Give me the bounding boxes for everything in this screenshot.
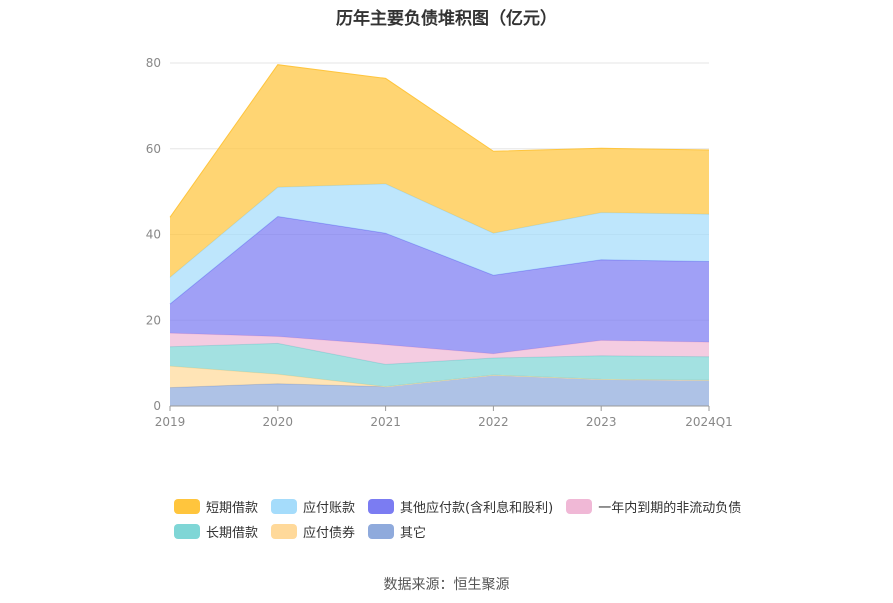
legend-row: 短期借款 应付账款 其他应付款(含利息和股利) 一年内到期的非流动负债	[174, 494, 774, 519]
x-tick-label: 2024Q1	[685, 415, 733, 429]
legend-item[interactable]: 一年内到期的非流动负债	[566, 497, 741, 516]
legend-item[interactable]: 其他应付款(含利息和股利)	[368, 497, 553, 516]
x-tick-label: 2019	[155, 415, 186, 429]
x-tick-label: 2020	[263, 415, 294, 429]
legend-swatch	[368, 499, 395, 514]
legend-item[interactable]: 短期借款	[174, 497, 258, 516]
legend-swatch	[174, 524, 200, 539]
axes: 0 20 40 60 80 2019 2020 2021 2022 2023 2024Q1	[146, 56, 733, 429]
area-series	[169, 64, 710, 406]
legend-label: 一年内到期的非流动负债	[598, 501, 742, 516]
area-edge-长期借款	[169, 342, 710, 365]
legend-label: 应付账款	[303, 501, 356, 516]
area-应付账款	[170, 183, 709, 304]
chart-title: 历年主要负债堆积图（亿元）	[336, 9, 557, 29]
legend-label: 长期借款	[206, 526, 259, 541]
area-长期借款	[170, 343, 709, 387]
y-tick-label: 0	[153, 399, 161, 413]
legend-swatch	[271, 524, 298, 539]
x-tick-label: 2023	[586, 415, 617, 429]
x-tick-label: 2022	[478, 415, 509, 429]
legend-item[interactable]: 应付债券	[271, 522, 355, 541]
chart-legend: 短期借款 应付账款 其他应付款(含利息和股利) 一年内到期的非流动负债长期借款 应付债券…	[174, 494, 774, 544]
y-tick-label: 60	[146, 142, 161, 156]
data-source-note: 数据来源：恒生聚源	[383, 577, 510, 593]
legend-item[interactable]: 长期借款	[174, 522, 258, 541]
legend-label: 应付债券	[303, 526, 356, 541]
area-edge-短期借款	[169, 64, 710, 218]
legend-label: 其它	[400, 526, 427, 541]
legend-swatch	[566, 499, 593, 514]
legend-swatch	[271, 499, 298, 514]
legend-swatch	[368, 524, 395, 539]
y-tick-label: 80	[146, 56, 161, 70]
legend-swatch	[174, 499, 200, 514]
area-一年内到期的非流动负债	[170, 333, 709, 365]
area-其他应付款(含利息和股利)	[170, 216, 709, 354]
x-tick-label: 2021	[370, 415, 401, 429]
legend-label: 短期借款	[206, 501, 259, 516]
y-tick-label: 40	[146, 228, 161, 242]
area-应付债券	[170, 366, 709, 388]
legend-row: 长期借款 应付债券 其它	[174, 519, 774, 544]
y-tick-label: 20	[146, 313, 161, 327]
area-短期借款	[170, 64, 709, 278]
legend-item[interactable]: 其它	[368, 522, 426, 541]
area-其它	[170, 375, 709, 406]
legend-label: 其他应付款(含利息和股利)	[400, 501, 554, 516]
legend-item[interactable]: 应付账款	[271, 497, 355, 516]
